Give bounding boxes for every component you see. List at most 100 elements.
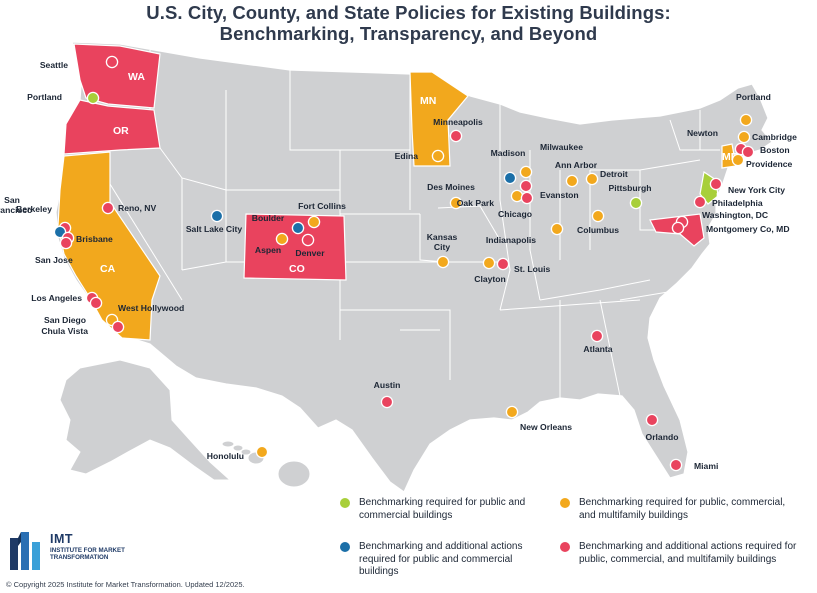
city-label-atlanta: Atlanta (583, 344, 612, 354)
city-marker-honolulu (255, 445, 269, 459)
state-border-line (340, 309, 451, 380)
legend-red-text: Benchmarking and additional actions requ… (579, 541, 797, 565)
city-label-montgomery-co-md: Montgomery Co, MD (706, 224, 790, 234)
city-label-san-francisco: SanFrancisco (0, 195, 32, 215)
city-label-detroit: Detroit (600, 169, 628, 179)
state-label-nj: NJ (716, 191, 730, 203)
city-label-kansas-city: Kansas City (427, 232, 458, 252)
city-marker-west-hollywood (89, 296, 103, 310)
city-label-aspen: Aspen (255, 245, 281, 255)
city-label-salt-lake-city: Salt Lake City (186, 224, 243, 234)
city-marker-des-moines (449, 196, 463, 210)
state-border-line (499, 104, 511, 311)
city-marker-philadelphia (693, 195, 707, 209)
city-label-honolulu: Honolulu (207, 451, 244, 461)
alaska-shape (59, 359, 232, 481)
legend-green-dot (340, 498, 350, 508)
city-label-cambridge: Cambridge (752, 132, 797, 142)
legend-orange-text: Benchmarking required for public, commer… (579, 497, 786, 521)
city-label-washington-dc: Washington, DC (702, 210, 768, 220)
city-label-new-orleans: New Orleans (520, 422, 572, 432)
city-label-austin: Austin (374, 380, 401, 390)
city-label-new-york-city: New York City (728, 185, 785, 195)
city-label-oak-park: Oak Park (457, 198, 494, 208)
title-line-1: U.S. City, County, and State Policies fo… (146, 2, 671, 23)
city-label-brisbane: Brisbane (76, 234, 113, 244)
hawaii-island-shape (277, 460, 311, 488)
state-label-wa: WA (128, 71, 145, 83)
city-marker-chula-vista (111, 320, 125, 334)
city-label-denver: Denver (295, 248, 325, 258)
city-labels: Seattle Portland BerkeleySanFrancisco Brisb… (0, 60, 797, 471)
city-marker-seattle (105, 55, 119, 69)
city-label-des-moines: Des Moines (427, 182, 475, 192)
city-label-fort-collins: Fort Collins (298, 201, 346, 211)
state-label-md: MD (712, 234, 729, 246)
city-label-pittsburgh: Pittsburgh (609, 183, 652, 193)
state-border-line (669, 119, 720, 151)
city-marker-reno-nv (101, 201, 115, 215)
us-mainland-shape (55, 41, 773, 493)
state-border-line (619, 289, 681, 301)
city-label-evanston: Evanston (540, 190, 579, 200)
city-label-los-angeles: Los Angeles (31, 293, 82, 303)
city-label-reno-nv: Reno, NV (118, 203, 156, 213)
state-border-line (181, 261, 227, 271)
logo-name: IMT (50, 532, 74, 546)
city-label-clayton: Clayton (474, 274, 506, 284)
state-label-mn: MN (420, 95, 436, 107)
legend-red-dot (560, 542, 570, 552)
city-marker-edina (431, 149, 445, 163)
city-marker-boston (741, 145, 755, 159)
city-marker-portland (86, 91, 100, 105)
state-border-line (499, 299, 641, 311)
city-label-newton: Newton (687, 128, 718, 138)
city-marker-pittsburgh (629, 196, 643, 210)
legend-orange-dot (560, 498, 570, 508)
city-label-chicago: Chicago (498, 209, 532, 219)
city-marker-clayton (482, 256, 496, 270)
city-label-minneapolis: Minneapolis (433, 117, 483, 127)
city-marker-evanston (519, 179, 533, 193)
city-marker-oak-park (510, 189, 524, 203)
legend-item-red: Benchmarking and additional actions requ… (560, 541, 800, 566)
legend-blue-text: Benchmarking and additional actions requ… (359, 541, 523, 577)
city-label-ann-arbor: Ann Arbor (555, 160, 598, 170)
state-label-co: CO (289, 263, 305, 275)
hawaii-island-shape (240, 448, 252, 456)
state-label-or: OR (113, 125, 129, 137)
city-label-indianapolis: Indianapolis (486, 235, 536, 245)
imt-logo: IMT INSTITUTE FOR MARKET TRANSFORMATION (8, 528, 138, 576)
legend-item-blue: Benchmarking and additional actions requ… (340, 541, 550, 579)
map-title: U.S. City, County, and State Policies fo… (0, 2, 817, 44)
city-label-boston: Boston (760, 145, 790, 155)
legend-item-orange: Benchmarking required for public, commer… (560, 497, 790, 522)
city-marker-columbus (591, 209, 605, 223)
city-marker-new-orleans (505, 405, 519, 419)
state-border-line (539, 279, 651, 301)
city-marker-newton (737, 130, 751, 144)
city-label-seattle: Seattle (40, 60, 68, 70)
city-marker-kansas-city (436, 255, 450, 269)
city-marker-minneapolis (449, 129, 463, 143)
state-or-shape (63, 99, 161, 155)
legend-item-green: Benchmarking required for public and com… (340, 497, 540, 522)
city-marker-boulder (291, 221, 305, 235)
city-label-portland: Portland (27, 92, 62, 102)
city-marker-miami (669, 458, 683, 472)
state-label-ca: CA (100, 263, 116, 275)
state-co-shape (243, 213, 347, 281)
city-label-west-hollywood: West Hollywood (118, 303, 184, 313)
city-marker-st-louis (496, 257, 510, 271)
city-marker-detroit (585, 172, 599, 186)
city-marker-chicago (520, 191, 534, 205)
city-marker-aspen (275, 232, 289, 246)
legend: Benchmarking required for public and com… (340, 497, 810, 587)
city-label-orlando: Orlando (646, 432, 679, 442)
logo-subtitle: INSTITUTE FOR MARKET TRANSFORMATION (50, 547, 125, 561)
us-land (55, 41, 773, 493)
city-label-philadelphia: Philadelphia (712, 198, 763, 208)
title-line-2: Benchmarking, Transparency, and Beyond (219, 23, 598, 44)
city-marker-madison (503, 171, 517, 185)
